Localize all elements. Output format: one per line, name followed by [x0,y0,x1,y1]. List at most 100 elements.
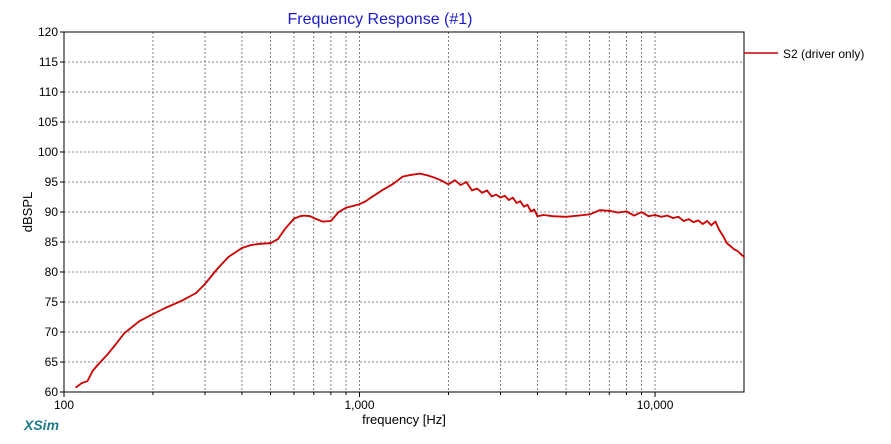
y-tick-label: 80 [45,265,59,279]
y-tick-label: 105 [38,115,58,129]
data-point [529,210,532,213]
data-point [138,320,141,323]
data-point [277,238,279,240]
data-point [418,172,421,175]
data-point [608,209,611,212]
data-point [598,209,601,212]
y-axis-ticks: 60 65 70 75 80 85 90 95 100 105 110 115 120 [38,25,64,399]
data-point [647,215,650,218]
data-point [499,196,502,199]
data-point [625,210,628,213]
data-point [523,205,525,208]
data-point [164,307,167,309]
data-point [321,220,324,223]
data-point [81,382,83,384]
data-point [410,173,413,176]
data-point [241,247,243,249]
data-point [542,214,545,216]
data-point [565,215,567,218]
data-point [204,283,206,285]
data-point [337,211,340,213]
data-point [299,215,302,218]
data-point [617,211,620,214]
data-point [269,242,272,245]
data-point [258,242,261,245]
y-axis-label: dBSPL [20,192,35,232]
y-tick-label: 60 [45,385,59,399]
data-point [180,299,183,302]
data-point [352,205,354,207]
data-point [465,181,468,183]
data-point [96,364,99,366]
data-point [459,184,462,186]
data-point [515,202,518,204]
data-point [710,224,713,227]
data-point [364,200,367,203]
y-tick-label: 95 [45,175,59,189]
data-point [481,191,484,194]
data-point [250,244,253,246]
y-tick-label: 120 [38,25,58,39]
xsim-logo: XSim [23,417,59,433]
data-point [382,188,384,191]
data-point [526,203,529,206]
y-tick-label: 115 [39,55,58,69]
data-point [309,215,311,218]
legend: S2 (driver only) [744,47,864,61]
data-point [660,215,663,218]
data-point [195,292,198,294]
data-point [303,214,306,217]
data-point [666,214,669,217]
y-tick-label: 75 [45,295,59,309]
x-tick-label: 10,000 [637,398,674,412]
x-tick-label: 100 [54,398,74,412]
x-axis-ticks: 100 1,000 10,000 [54,392,674,412]
data-point [588,213,591,216]
legend-label: S2 (driver only) [783,47,864,61]
data-point [152,313,154,315]
data-point [706,220,708,222]
data-point [701,223,704,225]
data-point [692,221,695,224]
data-point [736,250,739,252]
data-point [434,176,436,179]
data-point [345,206,347,209]
data-point [75,386,78,389]
data-point [507,199,510,201]
data-point [329,220,332,222]
data-point [440,179,443,182]
data-point [453,179,456,182]
data-point [91,370,94,372]
data-point [106,353,109,356]
y-tick-label: 70 [45,325,59,339]
data-point [312,217,315,219]
y-tick-label: 110 [39,85,58,99]
data-point [682,220,685,222]
data-point [123,332,126,335]
data-point [470,189,473,192]
data-point [486,189,488,192]
y-tick-label: 85 [45,235,59,249]
data-point [86,380,89,383]
data-point [490,195,493,198]
data-point [358,203,361,206]
data-point [640,211,643,213]
series-layer [75,172,745,389]
x-axis-label: frequency [Hz] [362,412,446,427]
data-point [370,196,373,198]
data-point [654,214,656,216]
data-point [447,183,450,186]
data-point [293,217,295,220]
data-point [687,218,690,221]
x-tick-label: 1,000 [345,398,375,412]
data-point [714,220,717,223]
data-point [739,253,742,255]
series-line-s2-driver-only [75,172,745,388]
data-point [725,242,728,245]
data-point [216,268,219,270]
data-point [722,235,725,237]
data-point [672,217,674,219]
y-tick-label: 90 [45,205,59,219]
data-point [519,200,522,203]
